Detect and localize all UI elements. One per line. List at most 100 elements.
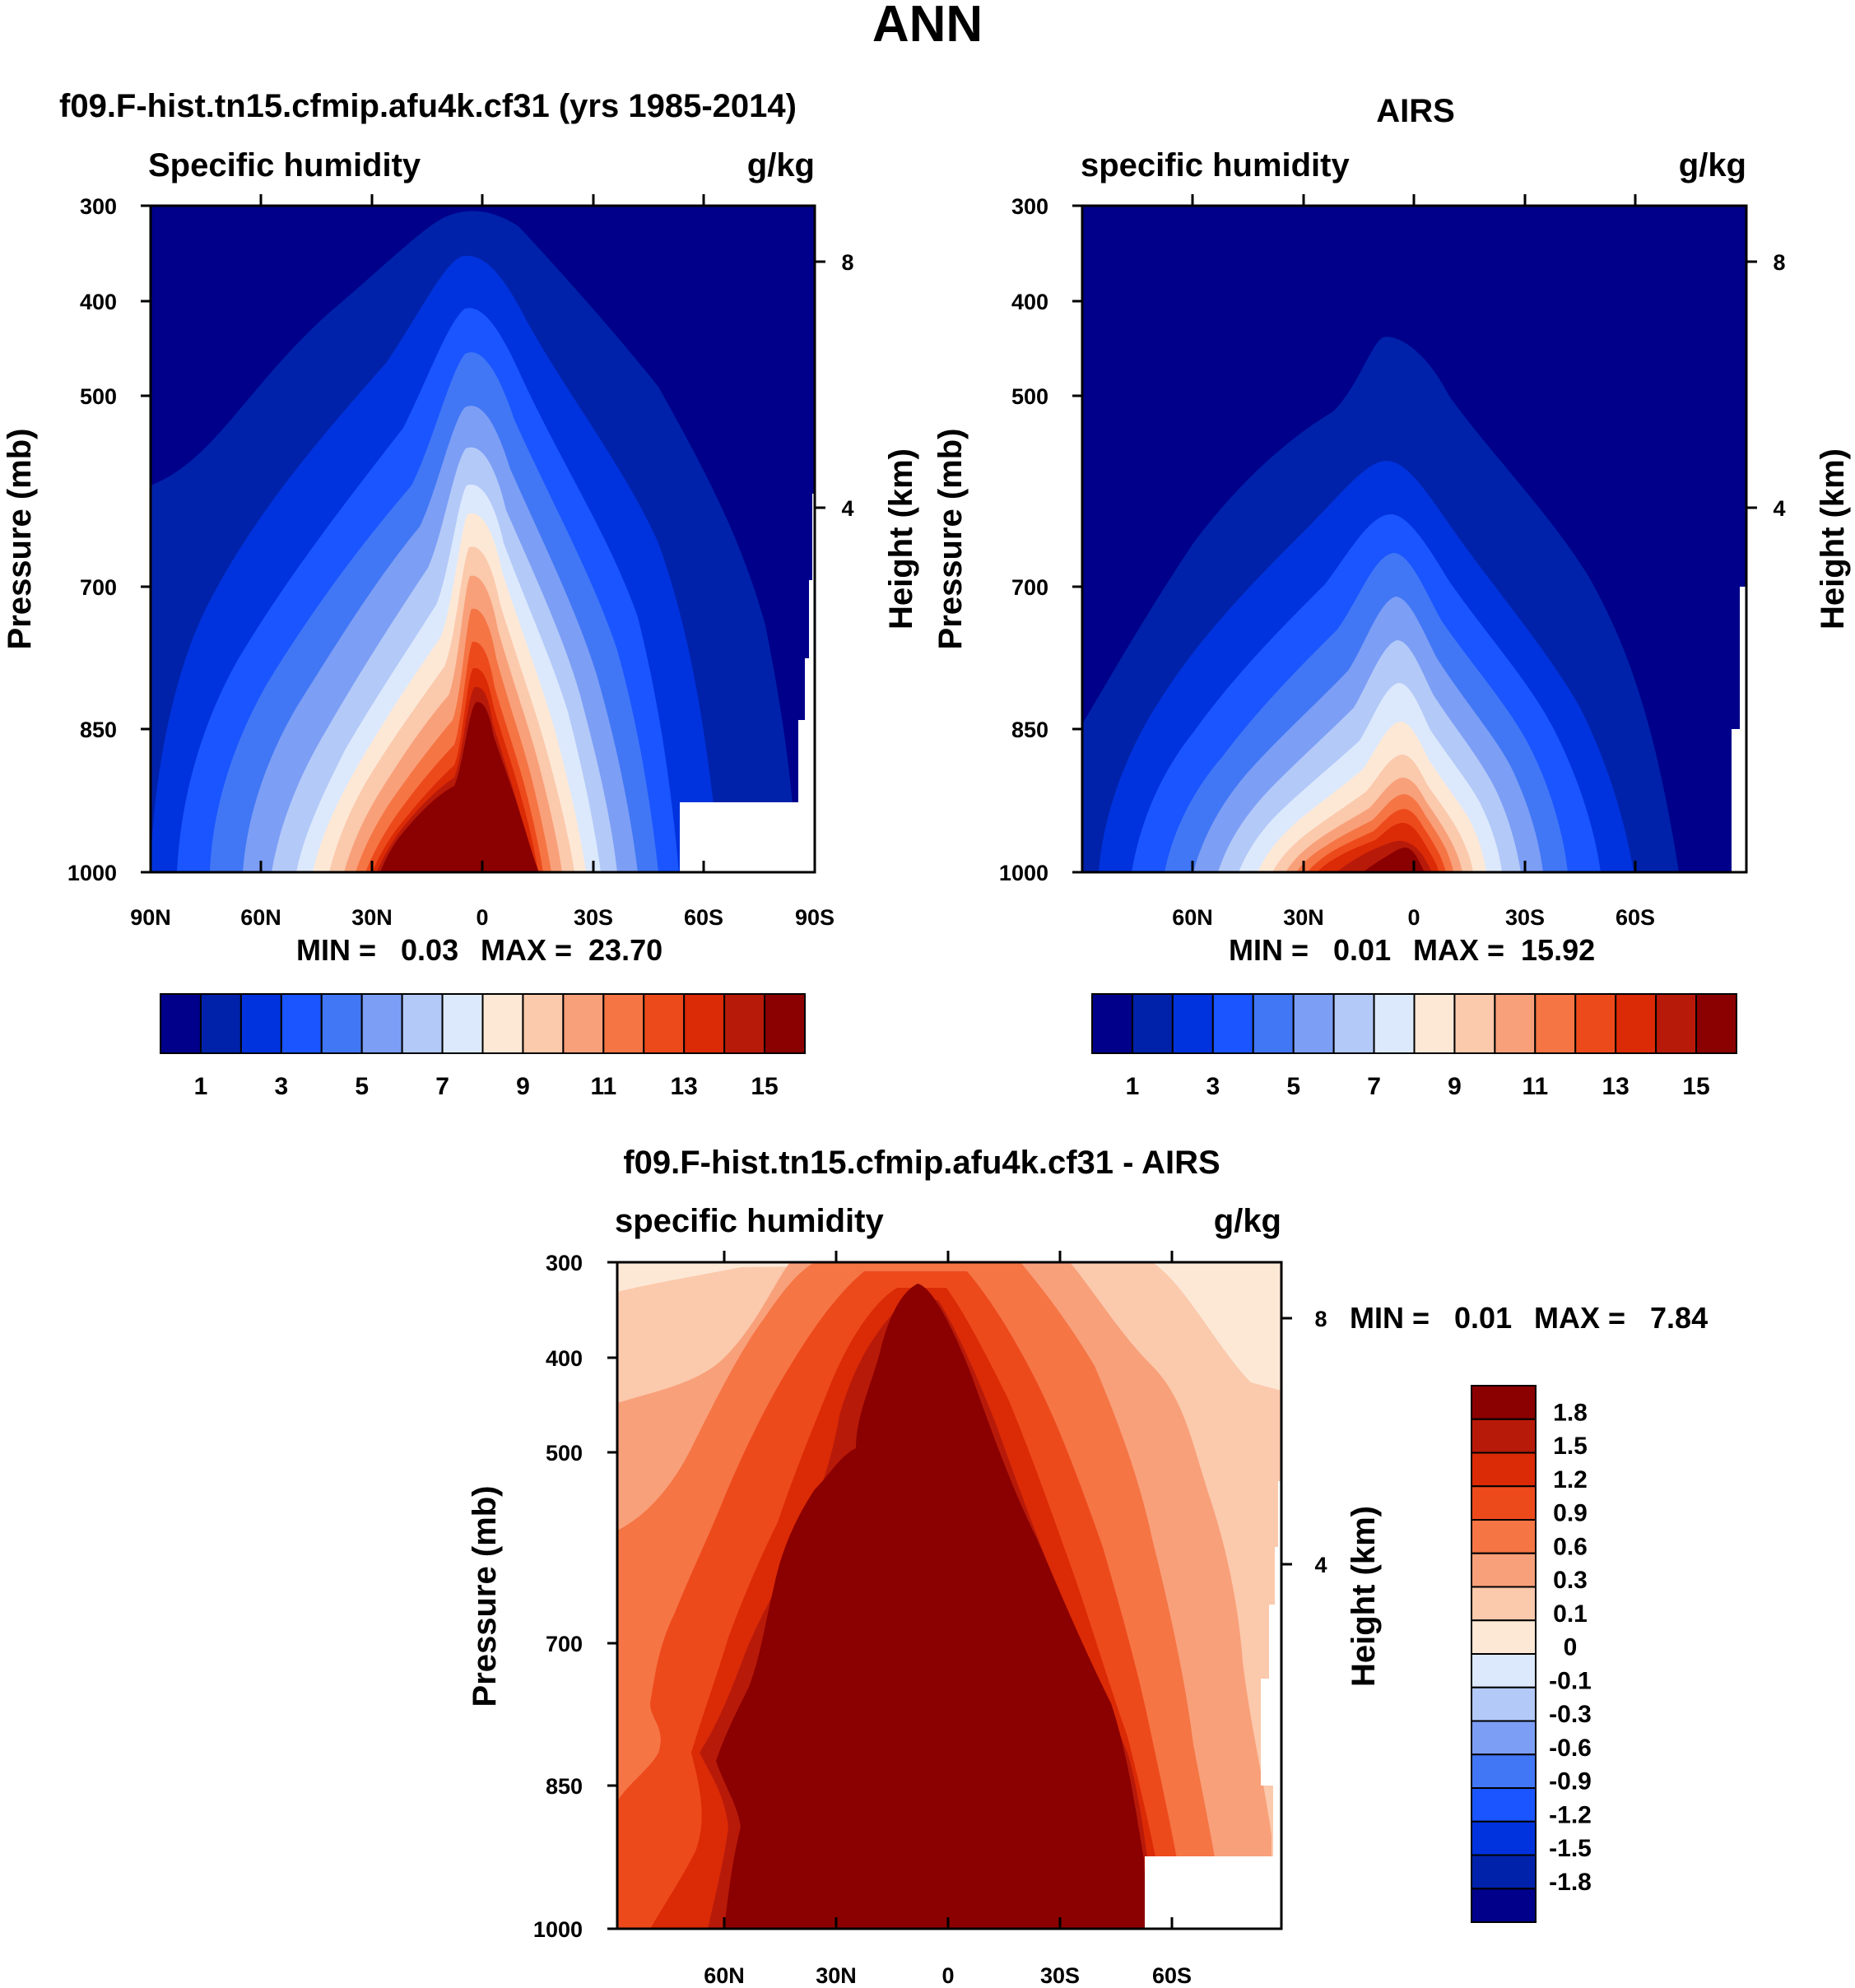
y-tick-label: 850 (546, 1774, 583, 1799)
colorbar-swatch (764, 993, 806, 1054)
figure-title: ANN (872, 0, 983, 53)
contour-band (380, 701, 539, 872)
colorbar-label: -1.2 (1549, 1801, 1592, 1828)
x-tick-label: 90N (130, 905, 171, 930)
panel-diff-title: f09.F-hist.tn15.cfmip.afu4k.cf31 - AIRS (623, 1145, 1220, 1181)
colorbar-label: 0.3 (1553, 1567, 1588, 1594)
colorbar-label: -1.8 (1549, 1869, 1592, 1896)
colorbar-swatch (1453, 993, 1496, 1054)
panel-diff-min: MIN = 0.01 (1350, 1301, 1512, 1335)
panel-obs: AIRS specific humidity g/kg (932, 93, 1851, 1100)
x-tick-label: 30N (351, 905, 393, 930)
colorbar-swatch (360, 993, 403, 1054)
panel-obs-units: g/kg (1679, 147, 1746, 183)
colorbar-swatch (1471, 1787, 1537, 1823)
colorbar-swatch (481, 993, 524, 1054)
panel-obs-max: MAX = 15.92 (1413, 933, 1595, 967)
colorbar-swatch (602, 993, 645, 1054)
colorbar-swatch (643, 993, 686, 1054)
panel-model: f09.F-hist.tn15.cfmip.afu4k.cf31 (yrs 19… (2, 88, 919, 1100)
colorbar-swatch (1471, 1653, 1537, 1688)
y2-tick-label: 4 (1314, 1553, 1327, 1577)
contour-band (716, 1284, 1148, 1929)
y-tick-label: 300 (80, 194, 117, 219)
y-tick-label: 700 (1011, 575, 1048, 600)
y-tick-label: 500 (546, 1441, 583, 1465)
colorbar-label: -0.3 (1549, 1701, 1592, 1728)
colorbar-swatch (1252, 993, 1295, 1054)
colorbar-swatch (1471, 1619, 1537, 1655)
colorbar-swatch (1471, 1519, 1537, 1554)
colorbar-swatch (1471, 1820, 1537, 1856)
y-tick-label: 400 (1011, 290, 1048, 314)
colorbar-label: 11 (590, 1073, 616, 1100)
colorbar-label: 1 (194, 1073, 208, 1100)
y-axis-label: Pressure (mb) (932, 429, 969, 650)
x-tick-label: 60S (1152, 1963, 1192, 1988)
colorbar-label: 9 (516, 1073, 530, 1100)
colorbar-swatch (1471, 1418, 1537, 1454)
y-tick-label: 300 (1011, 194, 1048, 219)
y2-axis-label: Height (km) (1346, 1506, 1382, 1687)
y2-axis-label: Height (km) (1815, 448, 1851, 629)
contour-band (1363, 848, 1425, 872)
panel-obs-min: MIN = 0.01 (1229, 933, 1391, 967)
panel-obs-plot: 300 400 500 700 850 1000 8 4 60N 30N 0 3… (932, 194, 1851, 930)
panel-diff-colorbar: 1.8 1.5 1.2 0.9 0.6 0.3 0.1 0 -0.1 -0.3 -0.6 -0.9 -1… (1471, 1385, 1592, 1923)
colorbar-label: -1.5 (1549, 1835, 1592, 1862)
y-tick-label: 1000 (67, 861, 117, 885)
colorbar-swatch (1574, 993, 1617, 1054)
x-tick-label: 0 (941, 1963, 954, 1988)
colorbar-swatch (683, 993, 726, 1054)
colorbar-label: 15 (751, 1073, 778, 1100)
colorbar-label: 13 (671, 1073, 698, 1100)
x-tick-label: 90S (795, 905, 835, 930)
missing-data (1732, 587, 1746, 872)
panel-model-left-label: Specific humidity (148, 147, 421, 183)
colorbar-swatch (1471, 1552, 1537, 1588)
panel-model-max: MAX = 23.70 (481, 933, 662, 967)
x-tick-label: 30S (574, 905, 613, 930)
y-tick-label: 400 (546, 1346, 583, 1371)
colorbar-label: -0.9 (1549, 1768, 1592, 1795)
colorbar-label: 0 (1564, 1634, 1578, 1661)
y-tick-label: 1000 (533, 1917, 583, 1942)
colorbar-swatch (1695, 993, 1737, 1054)
colorbar-label: 3 (1206, 1073, 1220, 1100)
colorbar-swatch (1413, 993, 1456, 1054)
colorbar-label: -0.1 (1549, 1667, 1592, 1694)
colorbar-swatch (1471, 1720, 1537, 1756)
y-tick-label: 500 (80, 384, 117, 409)
panel-model-plot: 300 400 500 700 850 1000 8 4 90N 60N 30N… (2, 194, 919, 930)
x-tick-label: 30S (1040, 1963, 1080, 1988)
colorbar-swatch (562, 993, 605, 1054)
y2-tick-label: 8 (841, 250, 853, 275)
colorbar-swatch (1471, 1888, 1537, 1923)
colorbar-label: -0.6 (1549, 1735, 1592, 1762)
y2-tick-label: 8 (1773, 250, 1785, 275)
colorbar-label: 3 (274, 1073, 288, 1100)
colorbar-swatch (401, 993, 444, 1054)
panel-obs-title: AIRS (1376, 93, 1455, 129)
colorbar-label: 11 (1522, 1073, 1548, 1100)
colorbar-swatch (239, 993, 282, 1054)
colorbar-label: 5 (355, 1073, 369, 1100)
y-axis-label: Pressure (mb) (467, 1486, 503, 1707)
colorbar-swatch (1471, 1586, 1537, 1622)
panel-diff-ticks (607, 1251, 1292, 1930)
y-tick-label: 400 (80, 290, 117, 314)
colorbar-label: 13 (1602, 1073, 1630, 1100)
colorbar-swatch (522, 993, 565, 1054)
colorbar-label: 0.1 (1553, 1600, 1588, 1628)
y-tick-label: 300 (546, 1251, 583, 1275)
panel-diff-plot: 300 400 500 700 850 1000 8 4 60N 30N 0 3… (467, 1251, 1382, 1988)
colorbar-label: 0.9 (1553, 1500, 1588, 1527)
y2-axis-label: Height (km) (883, 448, 919, 629)
colorbar-label: 0.6 (1553, 1533, 1588, 1560)
colorbar-swatch (280, 993, 323, 1054)
y-tick-label: 700 (546, 1632, 583, 1656)
missing-data (1145, 1481, 1281, 1929)
x-tick-label: 0 (476, 905, 488, 930)
panel-diff-units: g/kg (1214, 1203, 1281, 1239)
